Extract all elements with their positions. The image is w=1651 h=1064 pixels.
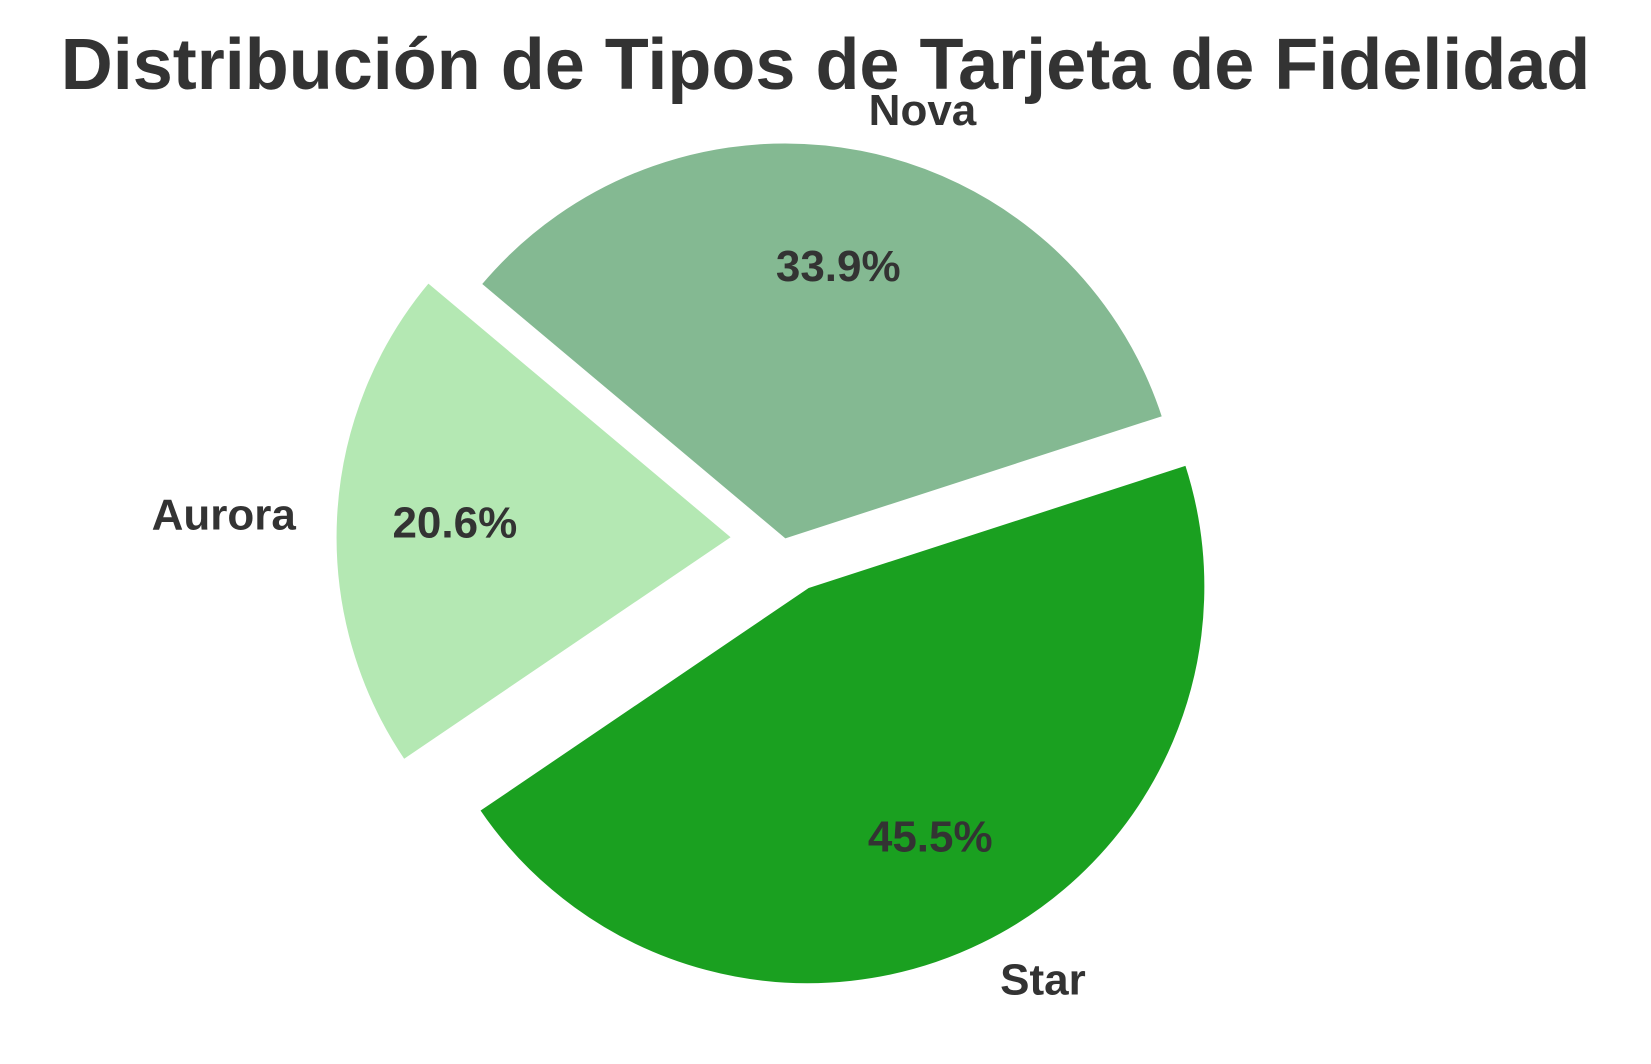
slice-label-nova: Nova [869, 86, 977, 135]
pie-labels: Aurora 20.6% Star 45.5% Nova 33.9% [152, 86, 1086, 1005]
slice-label-star: Star [1000, 956, 1086, 1005]
pie-slice-star [476, 462, 1208, 987]
chart-title: Distribución de Tipos de Tarjeta de Fide… [60, 25, 1591, 105]
pie-slice-nova [477, 140, 1166, 542]
slice-percent-star: 45.5% [868, 812, 993, 861]
slice-label-aurora: Aurora [152, 491, 297, 540]
slice-percent-aurora: 20.6% [392, 499, 517, 548]
slice-percent-nova: 33.9% [776, 242, 901, 291]
pie-slices [333, 140, 1208, 987]
pie-slice-aurora [333, 279, 736, 763]
